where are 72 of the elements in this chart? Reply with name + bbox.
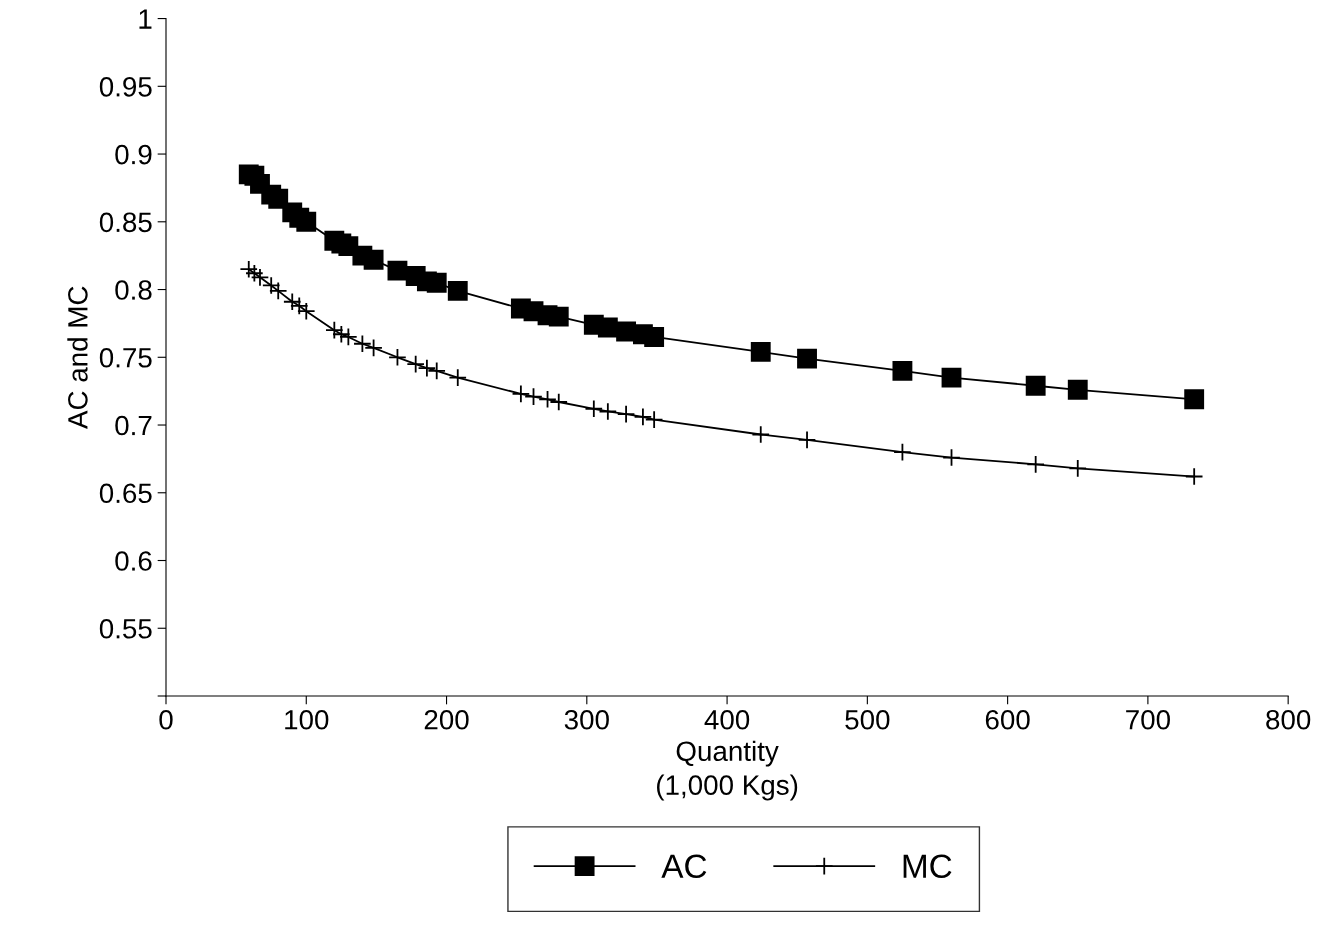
y-tick-label: 0.55 [99,618,152,639]
point [1184,389,1205,410]
y-tick-label: 0.85 [99,212,152,233]
y-tick-label: 0.95 [99,76,152,97]
point [325,320,344,340]
x-axis-title: Quantity (1,000 Kgs) [657,740,798,801]
point [283,292,302,311]
y-axis-title: AC and MC [67,286,88,430]
point [616,404,636,424]
y-tick-label: 0.6 [115,551,152,571]
y-tick-label: 0.65 [99,483,152,504]
point [296,211,317,232]
point [239,259,258,279]
y-tick-label: 0.7 [115,415,152,436]
point [644,327,665,347]
point [363,249,384,270]
point [426,272,447,293]
point [892,360,913,381]
x-tick-label: 100 [285,709,329,730]
x-tick-label: 600 [985,709,1030,730]
point [797,430,817,450]
point [941,367,962,388]
point [417,358,437,378]
x-tick-label: 200 [424,709,469,730]
point [524,387,543,406]
point [633,407,653,427]
point [388,348,407,367]
point [538,390,557,409]
x-tick-label: 500 [845,709,890,730]
x-tick-label: 800 [1266,709,1311,730]
point [339,327,358,347]
legend-label: AC [661,854,707,879]
y-tick-label: 1 [139,9,152,29]
y-tick-label: 0.9 [115,144,152,165]
point [1068,459,1087,478]
point [250,268,270,287]
point [893,442,912,462]
point [448,368,467,387]
point [406,354,425,374]
point [353,334,372,353]
legend-label: MC [903,854,952,879]
y-tick-label: 0.75 [99,347,152,368]
point [1026,455,1045,474]
point [750,341,771,362]
point [261,276,281,295]
point [447,280,468,301]
point [797,348,817,369]
point [245,264,264,283]
x-tick-label: 700 [1126,709,1170,730]
x-tick-label: 400 [704,709,750,730]
x-tick-label: 0 [159,709,173,730]
point [1067,379,1088,400]
point [548,306,569,327]
point [364,338,383,358]
point [751,425,770,444]
point [584,399,604,419]
point [332,325,351,344]
point [644,410,664,429]
point [290,296,309,316]
point [942,448,961,467]
point [549,392,568,412]
point [268,188,289,209]
point [1025,375,1046,396]
x-tick-label: 300 [564,709,609,730]
point [268,281,288,301]
point [297,301,316,321]
point [427,361,446,381]
point [598,402,618,421]
point [1184,467,1204,486]
point [511,384,531,404]
y-tick-label: 0.8 [115,280,152,300]
point [597,317,618,338]
